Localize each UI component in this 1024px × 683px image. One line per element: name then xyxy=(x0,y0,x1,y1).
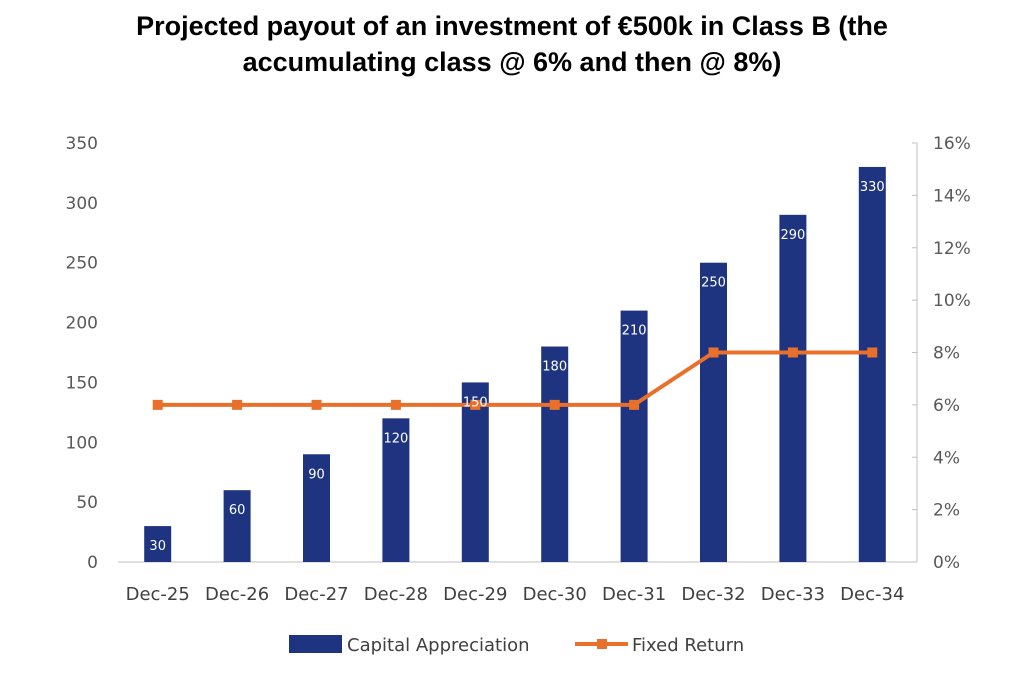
bar-label-dec-34: 330 xyxy=(860,180,885,195)
bar-data-labels: 30 60 90 120 150 180 210 250 290 330 xyxy=(149,180,884,554)
right-tick-label: 6% xyxy=(933,396,960,416)
fixed-return-marker-dec-32 xyxy=(708,347,719,358)
left-tick-label: 350 xyxy=(66,134,98,154)
bar-label-dec-29: 150 xyxy=(463,395,488,410)
fixed-return-marker-dec-31 xyxy=(629,399,640,410)
category-label: Dec-33 xyxy=(761,584,825,605)
capital-appreciation-bars xyxy=(144,166,886,563)
fixed-return-marker-dec-27 xyxy=(311,399,322,410)
bar-dec-25 xyxy=(144,526,172,562)
fixed-return-polyline xyxy=(157,350,873,407)
left-tick-label: 0 xyxy=(87,553,98,573)
bar-label-dec-32: 250 xyxy=(701,276,726,291)
right-tick-label: 14% xyxy=(933,186,971,206)
bar-dec-26 xyxy=(223,490,251,562)
legend-line-marker xyxy=(597,639,607,649)
chart-title-line-2: accumulating class @ 6% and then @ 8%) xyxy=(242,47,782,77)
fixed-return-marker-dec-28 xyxy=(390,399,401,410)
bar-dec-33 xyxy=(779,214,807,563)
legend-label-fixed-return: Fixed Return xyxy=(632,635,744,656)
bar-label-dec-31: 210 xyxy=(622,324,647,339)
category-label: Dec-27 xyxy=(284,584,348,605)
category-label: Dec-25 xyxy=(126,584,190,605)
left-tick-label: 100 xyxy=(66,433,98,453)
fixed-return-marker-dec-25 xyxy=(152,399,163,410)
bar-dec-28 xyxy=(382,418,410,562)
legend-label-capital-appreciation: Capital Appreciation xyxy=(347,635,530,656)
bar-label-dec-25: 30 xyxy=(149,539,166,554)
fixed-return-marker-dec-30 xyxy=(549,399,560,410)
bar-dec-34 xyxy=(858,166,886,562)
category-label: Dec-34 xyxy=(840,584,904,605)
category-label: Dec-29 xyxy=(443,584,507,605)
right-axis: 0% 2% 4% 6% 8% 10% 12% 14% 16% xyxy=(912,134,971,573)
category-label: Dec-32 xyxy=(681,584,745,605)
fixed-return-marker-dec-34 xyxy=(867,347,878,358)
fixed-return-marker-dec-26 xyxy=(232,399,243,410)
right-tick-label: 16% xyxy=(933,134,971,154)
right-tick-label: 10% xyxy=(933,291,971,311)
bar-dec-32 xyxy=(700,262,727,562)
bar-label-dec-33: 290 xyxy=(780,228,805,243)
right-tick-label: 0% xyxy=(933,553,960,573)
fixed-return-line xyxy=(152,347,878,410)
chart-title-line-1: Projected payout of an investment of €50… xyxy=(136,11,888,41)
bar-label-dec-27: 90 xyxy=(308,467,325,482)
right-tick-label: 2% xyxy=(933,501,960,521)
bar-dec-27 xyxy=(303,454,330,562)
bar-label-dec-28: 120 xyxy=(383,431,408,446)
right-tick-label: 4% xyxy=(933,448,960,468)
legend-bar-swatch xyxy=(289,635,342,653)
category-axis: Dec-25 Dec-26 Dec-27 Dec-28 Dec-29 Dec-30 Dec-… xyxy=(126,584,905,605)
left-tick-label: 200 xyxy=(66,314,98,334)
right-tick-label: 8% xyxy=(933,344,960,364)
bar-label-dec-26: 60 xyxy=(229,503,246,518)
right-tick-label: 12% xyxy=(933,239,971,259)
bar-dec-30 xyxy=(541,346,569,562)
category-label: Dec-30 xyxy=(523,584,587,605)
fixed-return-marker-dec-33 xyxy=(787,347,798,358)
left-tick-label: 300 xyxy=(66,194,98,214)
left-tick-label: 150 xyxy=(66,373,98,393)
left-tick-label: 50 xyxy=(76,493,98,513)
bar-label-dec-30: 180 xyxy=(542,360,567,375)
category-label: Dec-31 xyxy=(602,584,666,605)
category-label: Dec-26 xyxy=(205,584,269,605)
bar-dec-31 xyxy=(620,310,648,562)
chart-title: Projected payout of an investment of €50… xyxy=(40,8,984,80)
category-label: Dec-28 xyxy=(364,584,428,605)
legend: Capital Appreciation Fixed Return xyxy=(289,635,744,656)
fixed-return-marker-dec-29 xyxy=(470,399,481,410)
left-tick-label: 250 xyxy=(66,254,98,274)
bar-dec-29 xyxy=(461,382,489,562)
